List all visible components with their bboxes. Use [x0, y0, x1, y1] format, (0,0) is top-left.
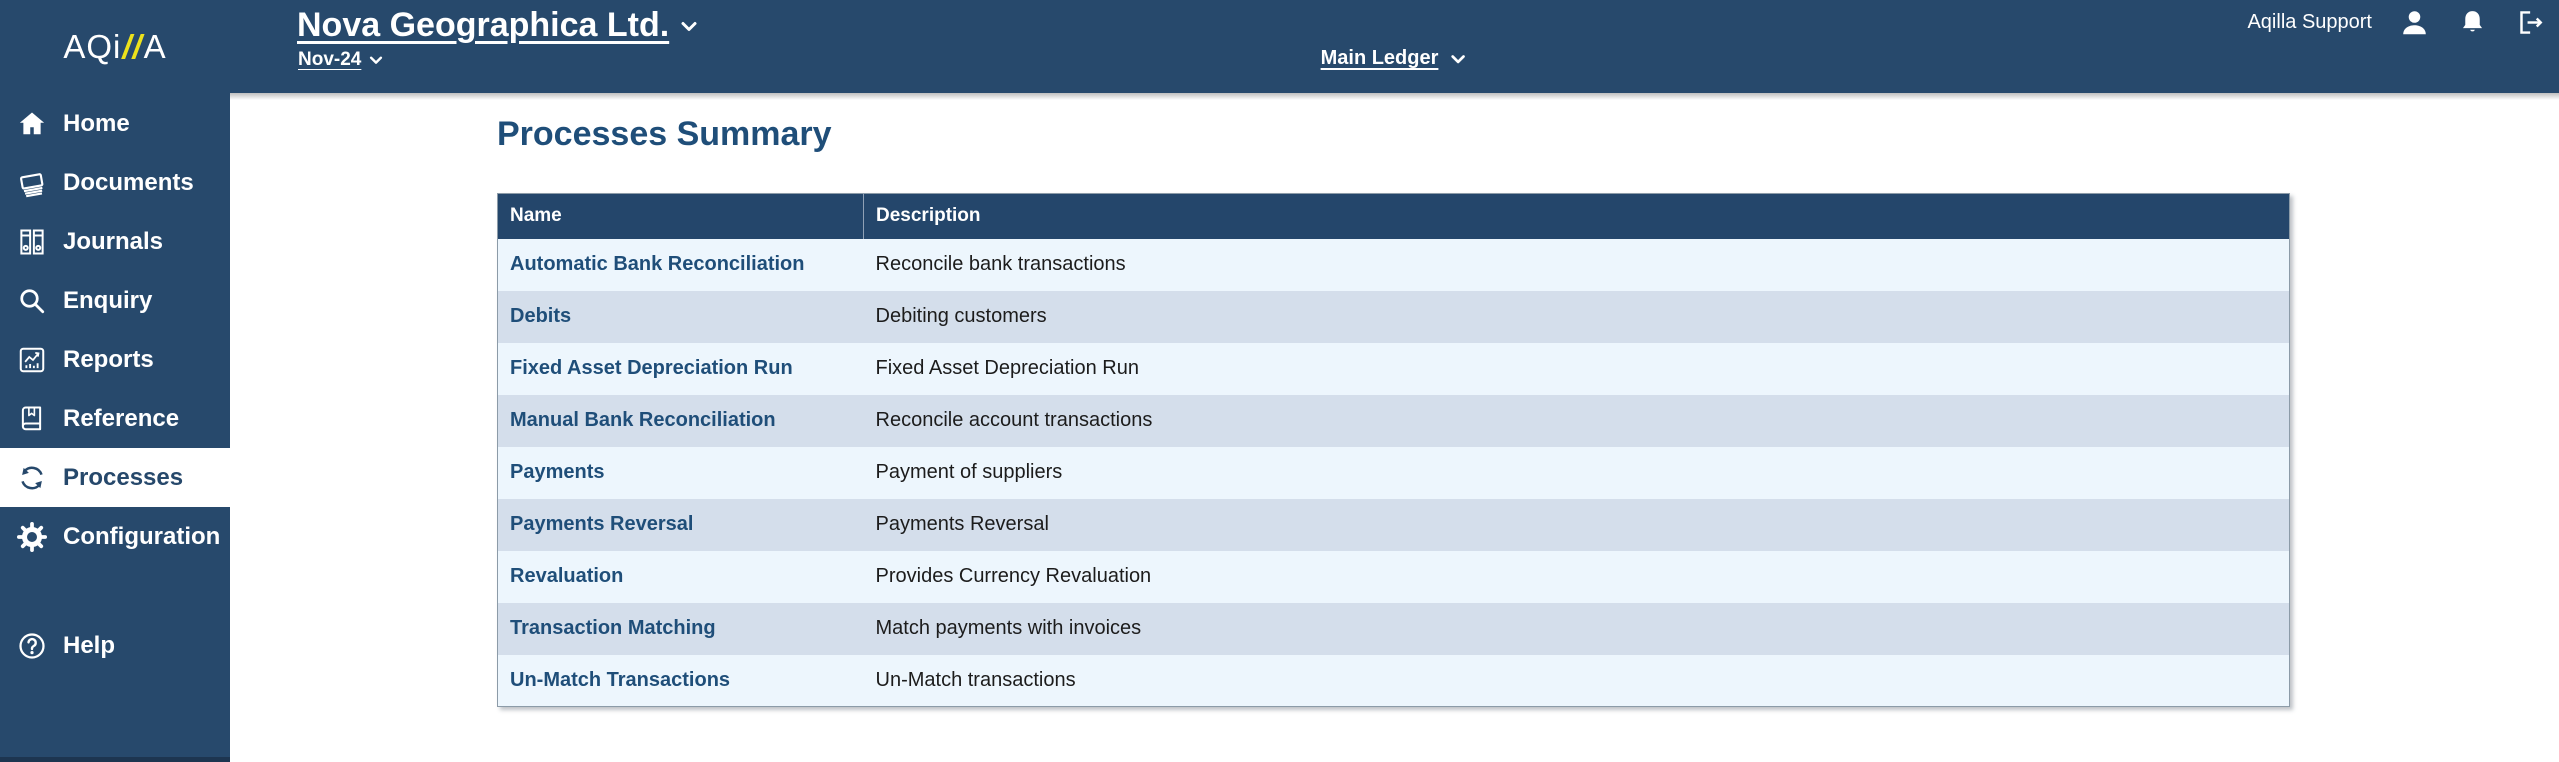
journals-icon	[13, 227, 51, 257]
process-name-link[interactable]: Automatic Bank Reconciliation	[510, 253, 805, 275]
processes-table: Name Description Automatic Bank Reconcil…	[497, 193, 2290, 707]
logo-text-suffix: A	[143, 27, 167, 65]
table-header-description: Description	[863, 193, 2290, 239]
table-row: Manual Bank Reconciliation Reconcile acc…	[497, 394, 2290, 447]
sidebar-item-reference[interactable]: Reference	[0, 389, 230, 448]
logout-icon[interactable]	[2514, 7, 2545, 38]
process-name-link[interactable]: Payments Reversal	[510, 513, 694, 535]
topbar-main: Nova Geographica Ltd. Nov-24 Main Ledger…	[230, 0, 2559, 93]
reports-icon	[13, 345, 51, 375]
reference-icon	[13, 404, 51, 434]
sidebar-item-label: Enquiry	[63, 286, 153, 314]
process-description: Reconcile bank transactions	[875, 253, 1126, 275]
logo-text-prefix: AQi	[63, 27, 122, 65]
process-description: Fixed Asset Depreciation Run	[875, 357, 1139, 379]
support-user-label: Aqilla Support	[2247, 11, 2372, 33]
sidebar-item-label: Processes	[63, 463, 184, 491]
account-area: Aqilla Support	[2247, 6, 2545, 39]
sidebar-item-processes[interactable]: Processes	[0, 448, 230, 507]
home-icon	[13, 109, 51, 139]
process-description: Reconcile account transactions	[875, 409, 1153, 431]
sidebar-item-enquiry[interactable]: Enquiry	[0, 271, 230, 330]
process-description: Match payments with invoices	[875, 617, 1142, 639]
sidebar-item-label: Help	[63, 631, 116, 659]
process-description: Debiting customers	[875, 305, 1047, 327]
documents-icon	[13, 167, 51, 199]
process-description: Provides Currency Revaluation	[875, 565, 1152, 587]
sidebar-bottom-edge	[0, 757, 230, 762]
table-row: Un-Match Transactions Un-Match transacti…	[497, 654, 2290, 707]
sidebar-item-label: Configuration	[63, 522, 221, 550]
page-title: Processes Summary	[497, 115, 832, 153]
table-row: Transaction Matching Match payments with…	[497, 602, 2290, 655]
period-label: Nov-24	[298, 49, 362, 70]
sidebar-item-help[interactable]: Help	[0, 616, 230, 675]
user-icon[interactable]	[2398, 6, 2431, 39]
period-selector[interactable]: Nov-24	[298, 49, 385, 71]
process-name-link[interactable]: Payments	[510, 461, 605, 483]
sidebar-item-label: Home	[63, 109, 130, 137]
table-row: Automatic Bank Reconciliation Reconcile …	[497, 238, 2290, 291]
gear-icon	[13, 521, 51, 552]
process-description: Un-Match transactions	[875, 668, 1076, 691]
search-icon	[13, 286, 51, 316]
main-content: Processes Summary Name Description Autom…	[230, 93, 2559, 762]
table-header-row: Name Description	[497, 193, 2290, 239]
sidebar-item-label: Reports	[63, 345, 154, 373]
sidebar-item-label: Journals	[63, 227, 164, 255]
process-name-link[interactable]: Transaction Matching	[510, 617, 716, 639]
logo-area: AQi//A	[0, 0, 230, 93]
sidebar-item-reports[interactable]: Reports	[0, 330, 230, 389]
table-row: Revaluation Provides Currency Revaluatio…	[497, 550, 2290, 603]
sidebar-item-configuration[interactable]: Configuration	[0, 507, 230, 566]
process-name-link[interactable]: Debits	[510, 305, 572, 327]
chevron-down-icon	[367, 51, 385, 69]
ledger-label: Main Ledger	[1320, 47, 1439, 69]
logo-slashes: //	[122, 27, 143, 65]
sync-icon	[13, 463, 51, 493]
bell-icon[interactable]	[2457, 7, 2488, 38]
chevron-down-icon	[677, 14, 701, 38]
table-row: Payments Reversal Payments Reversal	[497, 498, 2290, 551]
company-selector[interactable]: Nova Geographica Ltd.	[297, 6, 701, 45]
help-icon	[13, 631, 51, 661]
sidebar-item-documents[interactable]: Documents	[0, 153, 230, 212]
table-header-name: Name	[497, 193, 864, 239]
process-name-link[interactable]: Fixed Asset Depreciation Run	[510, 357, 793, 379]
table-row: Debits Debiting customers	[497, 290, 2290, 343]
sidebar: Home Documents	[0, 93, 230, 762]
sidebar-item-label: Reference	[63, 404, 180, 432]
topbar: AQi//A Nova Geographica Ltd. Nov-24 Main…	[0, 0, 2559, 93]
process-name-link[interactable]: Un-Match Transactions	[510, 668, 731, 691]
process-name-link[interactable]: Manual Bank Reconciliation	[510, 409, 776, 431]
process-description: Payments Reversal	[875, 513, 1049, 535]
sidebar-item-home[interactable]: Home	[0, 94, 230, 153]
process-description: Payment of suppliers	[875, 461, 1063, 483]
sidebar-spacer	[0, 566, 230, 616]
process-name-link[interactable]: Revaluation	[510, 565, 624, 587]
page-body: Home Documents	[0, 93, 2559, 762]
company-name: Nova Geographica Ltd.	[297, 6, 670, 44]
ledger-selector[interactable]: Main Ledger	[1321, 47, 1469, 70]
sidebar-item-label: Documents	[63, 168, 194, 196]
sidebar-item-journals[interactable]: Journals	[0, 212, 230, 271]
table-row: Fixed Asset Depreciation Run Fixed Asset…	[497, 342, 2290, 395]
table-row: Payments Payment of suppliers	[497, 446, 2290, 499]
app-logo[interactable]: AQi//A	[63, 28, 166, 66]
chevron-down-icon	[1448, 49, 1468, 69]
